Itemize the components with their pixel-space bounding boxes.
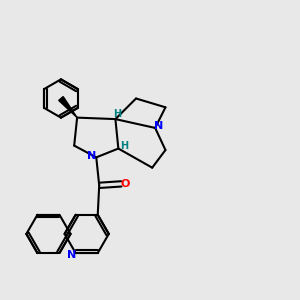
- Text: N: N: [154, 122, 163, 131]
- Text: N: N: [68, 250, 77, 260]
- Text: H: H: [113, 109, 121, 119]
- Text: O: O: [120, 179, 130, 189]
- Polygon shape: [59, 97, 77, 118]
- Text: N: N: [87, 151, 96, 161]
- Text: H: H: [120, 141, 128, 151]
